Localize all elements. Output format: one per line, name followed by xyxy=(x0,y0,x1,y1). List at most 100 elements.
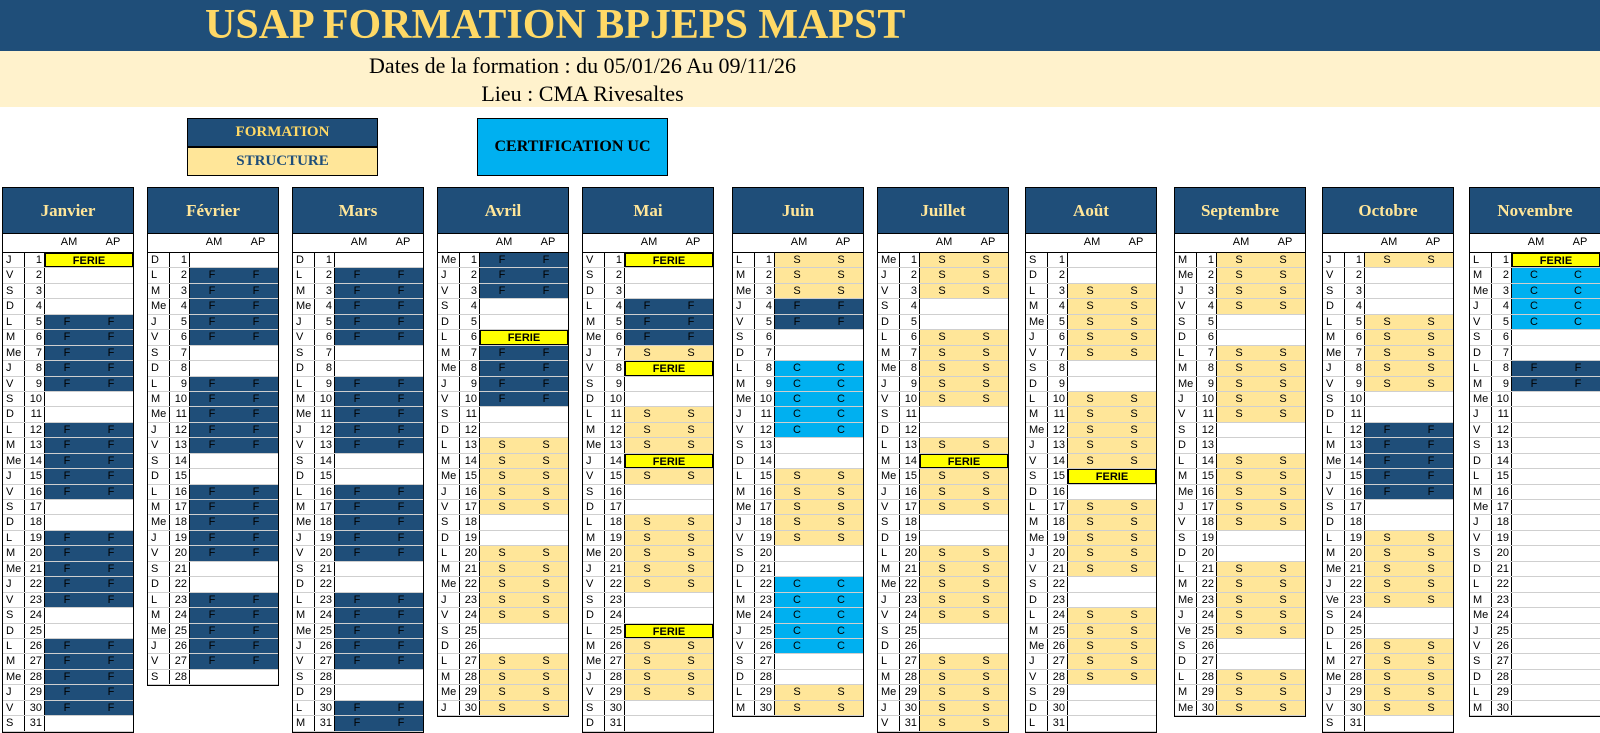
day-number: 26 xyxy=(605,638,625,654)
day-row: Ve 25 S S xyxy=(1175,623,1305,639)
am-cell xyxy=(1365,284,1409,298)
ap-cell: F xyxy=(234,592,278,608)
weekday: L xyxy=(1026,391,1048,407)
ap-cell: S xyxy=(964,438,1008,453)
ap-cell: F xyxy=(379,376,423,391)
ap-cell: S xyxy=(1112,500,1156,515)
weekday: M xyxy=(3,438,25,453)
day-number: 30 xyxy=(1492,700,1512,716)
am-cell: S xyxy=(1365,700,1409,716)
weekday: Me xyxy=(148,623,170,638)
day-row: L 27 S S xyxy=(878,654,1008,670)
ap-cell xyxy=(524,624,568,638)
am-cell: S xyxy=(480,608,524,623)
day-number: 23 xyxy=(900,592,920,608)
day-number: 24 xyxy=(460,608,480,623)
am-cell: F xyxy=(190,391,234,407)
am-cell: S xyxy=(1068,407,1112,422)
day-row: L 6 FERIE xyxy=(438,330,568,346)
am-cell: S xyxy=(1068,654,1112,669)
weekday: S xyxy=(3,283,25,299)
ap-cell: S xyxy=(819,484,863,499)
day-number: 14 xyxy=(315,453,335,469)
day-number: 10 xyxy=(1492,391,1512,407)
day-row: Me 26 S S xyxy=(1026,638,1156,655)
day-number: 7 xyxy=(1197,345,1217,361)
day-number: 7 xyxy=(1492,345,1512,361)
day-row: Me 3 S S xyxy=(733,283,863,300)
holiday-label: FERIE xyxy=(625,253,713,268)
ap-cell: F xyxy=(524,391,568,407)
weekday: D xyxy=(733,561,755,577)
day-row: S 31 xyxy=(3,716,133,732)
day-number: 18 xyxy=(170,515,190,530)
weekday: J xyxy=(1470,299,1492,314)
ap-cell xyxy=(1556,423,1600,437)
am-cell: F xyxy=(190,376,234,391)
day-row: L 27 S S xyxy=(438,654,568,670)
am-cell: S xyxy=(775,685,819,700)
ap-cell xyxy=(1261,639,1305,653)
day-row: S 24 xyxy=(1323,608,1453,624)
day-row: Me 3 C C xyxy=(1470,283,1600,300)
weekday: L xyxy=(293,268,315,283)
day-number: 18 xyxy=(25,515,45,530)
day-number: 18 xyxy=(1048,515,1068,530)
weekday: V xyxy=(733,422,755,438)
day-number: 24 xyxy=(1345,608,1365,623)
day-row: J 12 F F xyxy=(148,422,278,439)
ap-cell: F xyxy=(379,608,423,623)
day-row: V 11 S S xyxy=(1175,407,1305,423)
ap-cell xyxy=(1409,268,1453,282)
weekday: S xyxy=(293,669,315,685)
am-cell: S xyxy=(480,453,524,469)
am-cell: S xyxy=(920,376,964,391)
day-number: 27 xyxy=(1345,654,1365,669)
day-row: S 14 xyxy=(148,453,278,470)
day-number: 18 xyxy=(1492,515,1512,530)
day-row: V 18 S S xyxy=(1175,515,1305,531)
ap-cell: F xyxy=(89,453,133,469)
day-row: V 15 S S xyxy=(583,469,713,485)
am-cell: S xyxy=(1217,453,1261,469)
day-number: 29 xyxy=(25,685,45,700)
day-row: D 30 xyxy=(1026,700,1156,717)
day-row: Me 10 C C xyxy=(733,391,863,408)
ap-cell: S xyxy=(669,638,713,654)
ap-cell: S xyxy=(964,608,1008,623)
day-number: 23 xyxy=(1048,592,1068,608)
weekday: L xyxy=(438,438,460,453)
am-label: AM xyxy=(1380,236,1398,248)
am-cell: S xyxy=(920,361,964,376)
day-number: 23 xyxy=(755,592,775,608)
ap-label: AP xyxy=(1572,236,1588,248)
ap-cell: S xyxy=(1261,592,1305,608)
day-number: 9 xyxy=(1048,376,1068,391)
ap-cell: S xyxy=(1261,376,1305,391)
am-cell xyxy=(1068,577,1112,591)
day-number: 29 xyxy=(1048,685,1068,700)
weekday: J xyxy=(438,376,460,391)
am-cell: F xyxy=(190,546,234,561)
am-cell xyxy=(1365,608,1409,622)
ap-cell xyxy=(964,531,1008,545)
am-cell: S xyxy=(625,469,669,484)
day-number: 3 xyxy=(755,283,775,299)
weekday: J xyxy=(878,376,900,391)
am-cell xyxy=(1512,330,1556,344)
weekday: M xyxy=(733,484,755,499)
day-row: J 18 xyxy=(1470,515,1600,531)
ap-cell: C xyxy=(1556,314,1600,330)
ap-cell: C xyxy=(819,577,863,592)
